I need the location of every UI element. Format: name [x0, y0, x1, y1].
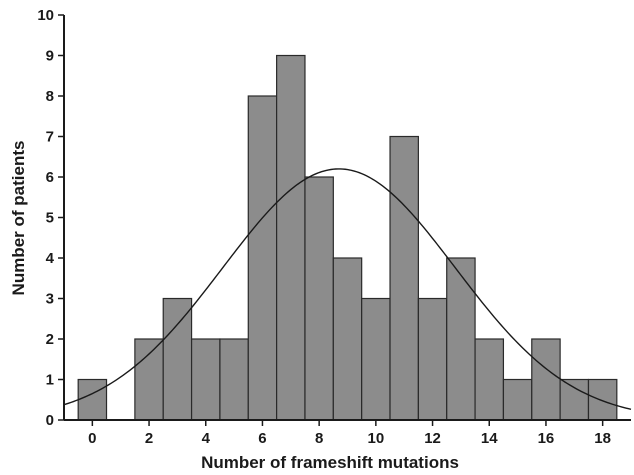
bar-11 [389, 135, 419, 421]
bar-4 [190, 338, 221, 421]
bar-15 [502, 378, 533, 421]
x-tick-label-10: 10 [368, 430, 385, 447]
y-tick-label-1: 1 [46, 372, 54, 389]
x-tick-label-14: 14 [481, 430, 498, 447]
y-ticks-group: 0 1 2 3 4 5 6 7 8 9 10 [37, 7, 64, 429]
y-tick-label-2: 2 [46, 331, 54, 348]
y-tick-label-10: 10 [37, 7, 54, 24]
bar-5 [219, 338, 249, 421]
bar-6 [247, 95, 278, 421]
y-tick-label-5: 5 [46, 210, 54, 227]
y-tick-label-6: 6 [46, 169, 54, 186]
bar-13 [446, 257, 476, 421]
bar-18 [587, 378, 618, 421]
bar-9 [332, 257, 363, 421]
bars-group [77, 54, 618, 421]
y-tick-label-4: 4 [46, 250, 55, 267]
bar-0 [77, 378, 108, 421]
bar-12 [417, 297, 448, 421]
y-axis-title: Number of patients [9, 141, 28, 296]
y-tick-label-8: 8 [46, 88, 54, 105]
y-tick-label-0: 0 [46, 412, 54, 429]
normal-fit-curve [63, 168, 632, 410]
bar-16 [531, 338, 561, 421]
x-tick-label-12: 12 [424, 430, 441, 447]
x-axis-title: Number of frameshift mutations [201, 453, 459, 472]
bar-7 [276, 54, 306, 421]
x-tick-label-16: 16 [538, 430, 555, 447]
x-ticks-group: 0 2 4 6 8 10 12 14 16 18 [88, 420, 611, 447]
y-tick-label-9: 9 [46, 48, 54, 65]
x-tick-label-8: 8 [315, 430, 323, 447]
bar-17 [559, 378, 590, 421]
bar-8 [304, 176, 334, 421]
x-tick-label-0: 0 [88, 430, 96, 447]
bar-14 [474, 338, 505, 421]
x-tick-label-6: 6 [258, 430, 266, 447]
x-tick-label-18: 18 [594, 430, 611, 447]
bar-10 [361, 297, 391, 421]
y-tick-label-3: 3 [46, 291, 54, 308]
x-tick-label-4: 4 [202, 430, 211, 447]
bar-2 [134, 338, 164, 421]
bar-3 [162, 297, 193, 421]
y-tick-label-7: 7 [46, 129, 54, 146]
x-tick-label-2: 2 [145, 430, 153, 447]
